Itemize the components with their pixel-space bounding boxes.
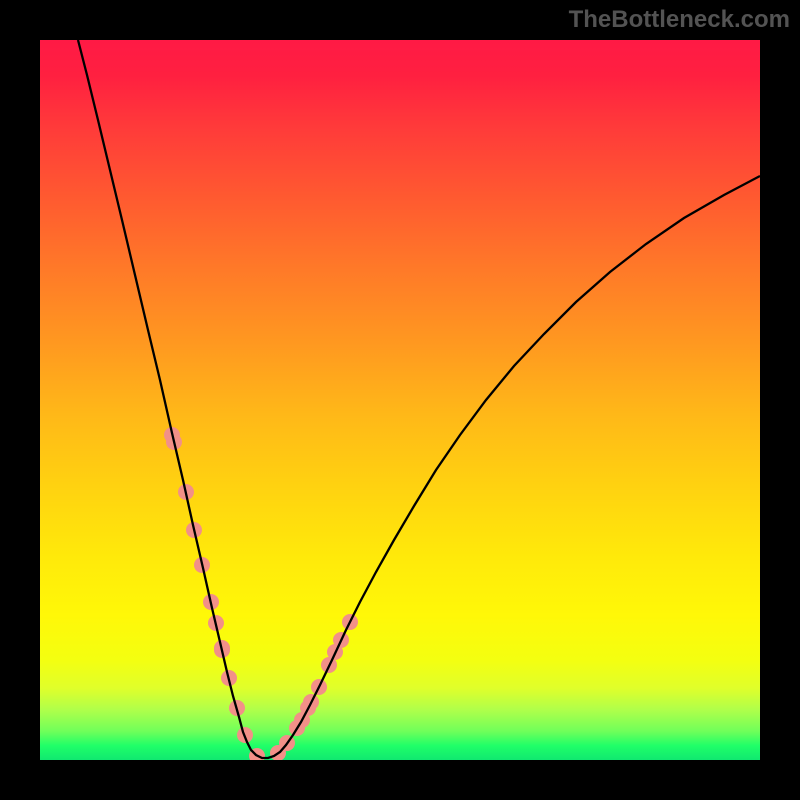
watermark-text: TheBottleneck.com <box>569 6 790 34</box>
plot-area <box>40 40 760 760</box>
gradient-background <box>40 40 760 760</box>
canvas-root: TheBottleneck.com <box>0 0 800 800</box>
